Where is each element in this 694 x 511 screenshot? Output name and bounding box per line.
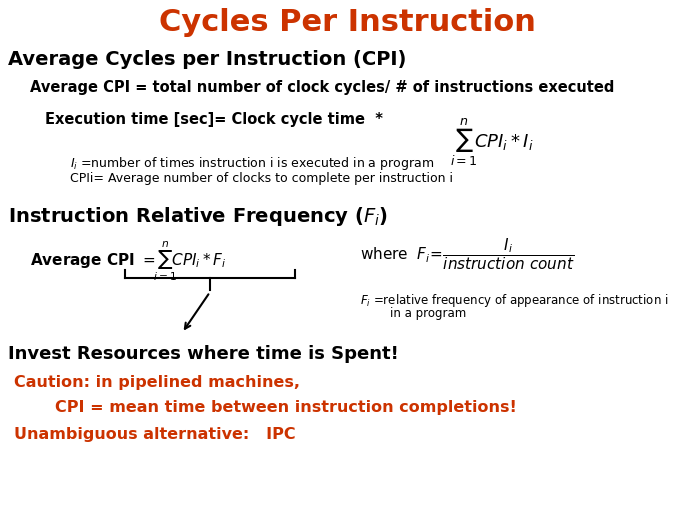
Text: Instruction Relative Frequency ($F_i$): Instruction Relative Frequency ($F_i$) <box>8 205 388 228</box>
Text: Average CPI $=\!\!\sum_{i=1}^{n}\!\!CPI_i*F_i$: Average CPI $=\!\!\sum_{i=1}^{n}\!\!CPI_… <box>30 240 226 284</box>
Text: $I_i$ =number of times instruction i is executed in a program: $I_i$ =number of times instruction i is … <box>70 155 434 172</box>
Text: Cycles Per Instruction: Cycles Per Instruction <box>158 8 536 37</box>
Text: Execution time [sec]= Clock cycle time  *: Execution time [sec]= Clock cycle time * <box>45 112 383 127</box>
Text: CPIi= Average number of clocks to complete per instruction i: CPIi= Average number of clocks to comple… <box>70 172 453 185</box>
Text: Average CPI = total number of clock cycles/ # of instructions executed: Average CPI = total number of clock cycl… <box>30 80 614 95</box>
Text: where  $F_i\!=\!\dfrac{I_i}{\mathit{instruction\ count}}$: where $F_i\!=\!\dfrac{I_i}{\mathit{instr… <box>360 237 575 272</box>
Text: Invest Resources where time is Spent!: Invest Resources where time is Spent! <box>8 345 399 363</box>
Text: CPI = mean time between instruction completions!: CPI = mean time between instruction comp… <box>55 400 517 415</box>
Text: Caution: in pipelined machines,: Caution: in pipelined machines, <box>14 375 300 390</box>
Text: Average Cycles per Instruction (CPI): Average Cycles per Instruction (CPI) <box>8 50 407 69</box>
Text: $F_i$ =relative frequency of appearance of instruction i: $F_i$ =relative frequency of appearance … <box>360 292 668 309</box>
Text: Unambiguous alternative:   IPC: Unambiguous alternative: IPC <box>14 427 296 442</box>
Text: $\sum_{i=1}^{n}\!CPI_i*I_i$: $\sum_{i=1}^{n}\!CPI_i*I_i$ <box>450 116 534 168</box>
Text: in a program: in a program <box>390 307 466 320</box>
